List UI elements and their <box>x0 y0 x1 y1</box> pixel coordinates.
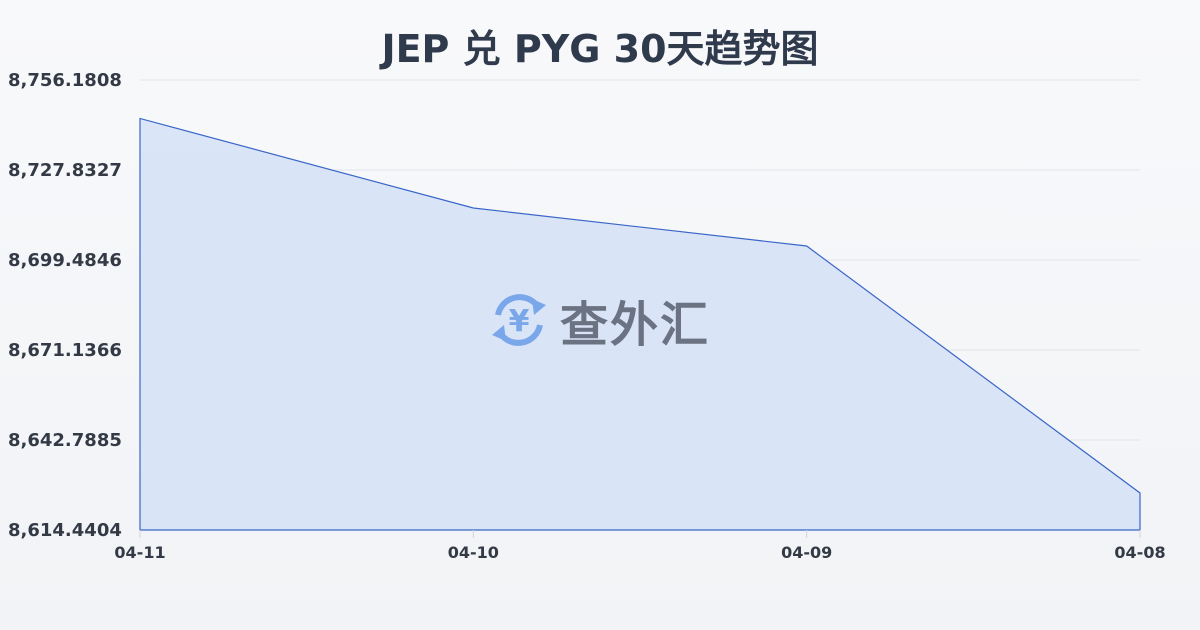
x-tick-label: 04-09 <box>781 543 832 562</box>
y-tick-label: 8,699.4846 <box>8 250 122 271</box>
y-tick-label: 8,671.1366 <box>8 340 122 361</box>
y-tick-label: 8,614.4404 <box>8 520 122 541</box>
x-tick-label: 04-10 <box>448 543 499 562</box>
watermark-text: 查外汇 <box>560 297 711 353</box>
x-tick-label: 04-08 <box>1114 543 1165 562</box>
y-tick-label: 8,756.1808 <box>8 70 122 91</box>
chart-title: JEP 兑 PYG 30天趋势图 <box>381 27 819 71</box>
x-tick-label: 04-11 <box>114 543 165 562</box>
watermark: ¥ 查外汇 <box>488 285 710 355</box>
svg-text:¥: ¥ <box>509 304 530 339</box>
y-tick-label: 8,642.7885 <box>8 430 122 451</box>
y-tick-label: 8,727.8327 <box>8 160 122 181</box>
yen-exchange-icon: ¥ <box>492 294 546 346</box>
